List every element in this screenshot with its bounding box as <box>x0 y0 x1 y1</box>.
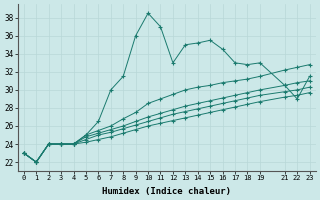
X-axis label: Humidex (Indice chaleur): Humidex (Indice chaleur) <box>102 187 231 196</box>
